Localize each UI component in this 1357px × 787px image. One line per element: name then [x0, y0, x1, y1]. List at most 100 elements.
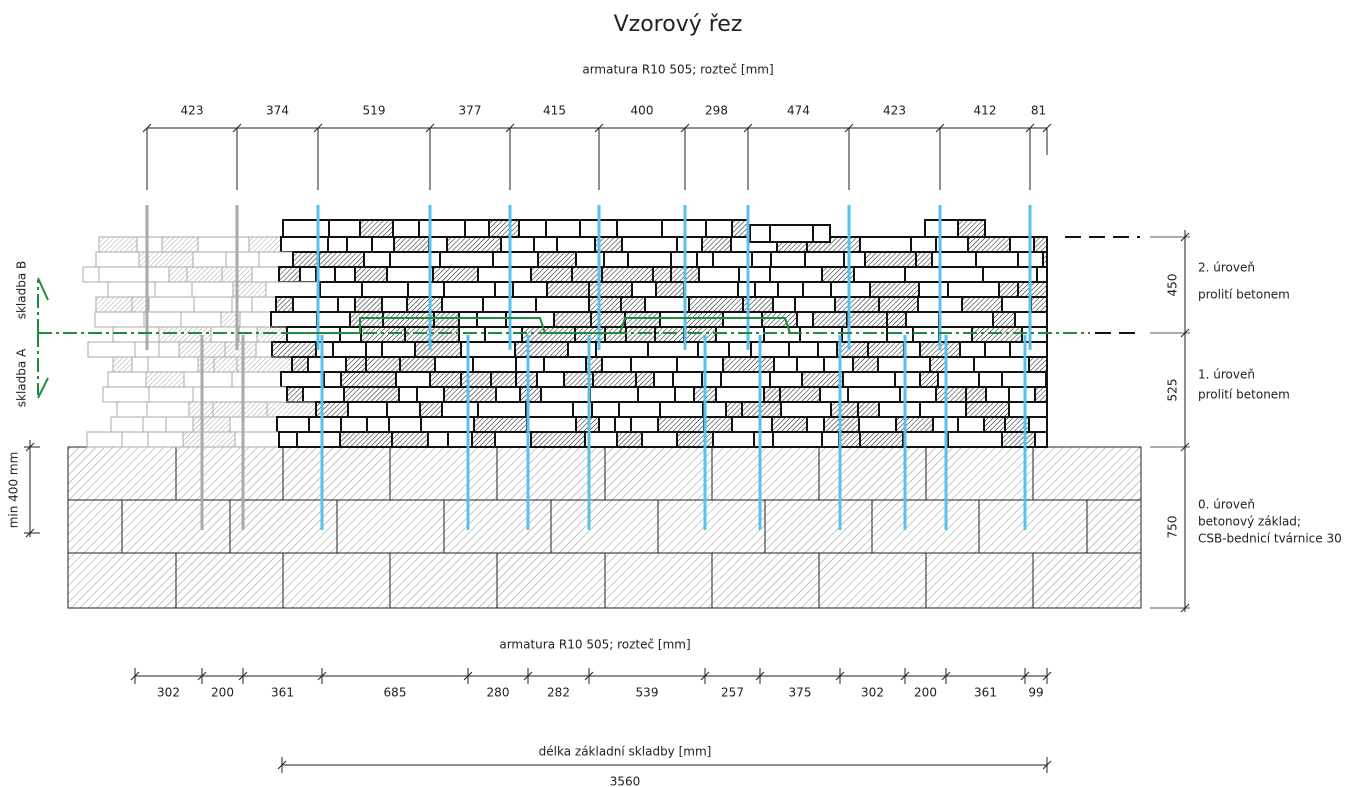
dimension-label: 539: [636, 686, 659, 700]
brick: [516, 357, 544, 372]
brick: [713, 252, 752, 267]
brick: [366, 342, 382, 357]
brick: [920, 402, 966, 417]
brick: [599, 417, 615, 432]
brick: [905, 267, 940, 282]
brick: [966, 402, 1009, 417]
brick: [252, 267, 279, 282]
brick: [916, 252, 932, 267]
brick: [958, 417, 984, 432]
brick: [1009, 387, 1035, 402]
brick: [985, 342, 1010, 357]
brick: [677, 357, 723, 372]
brick: [143, 417, 166, 432]
brick: [972, 327, 1022, 342]
brick: [187, 267, 222, 282]
brick: [592, 402, 619, 417]
brick: [166, 417, 193, 432]
brick: [936, 387, 966, 402]
brick: [773, 297, 795, 312]
brick: [348, 402, 387, 417]
brick: [920, 372, 938, 387]
brick: [903, 432, 948, 447]
brick: [132, 357, 148, 372]
brick: [279, 267, 300, 282]
dimension-label: 200: [914, 686, 937, 700]
brick: [1035, 432, 1047, 447]
brick: [615, 417, 631, 432]
brick: [495, 432, 531, 447]
brick: [593, 372, 636, 387]
brick: [225, 342, 256, 357]
brick: [1031, 297, 1047, 312]
brick: [366, 357, 400, 372]
brick: [148, 267, 169, 282]
brick: [750, 225, 770, 242]
brick: [501, 237, 534, 252]
brick: [919, 282, 948, 297]
brick: [764, 327, 800, 342]
brick: [930, 357, 946, 372]
brick: [906, 312, 939, 327]
dimension-label: 400: [631, 104, 654, 118]
brick: [83, 267, 99, 282]
brick: [491, 372, 516, 387]
brick: [320, 282, 362, 297]
brick: [771, 252, 805, 267]
brick: [531, 432, 585, 447]
brick: [396, 372, 430, 387]
brick: [519, 220, 546, 237]
dimension-label: 375: [789, 686, 812, 700]
brick: [148, 432, 183, 447]
brick: [355, 267, 387, 282]
dimension-label: 412: [974, 104, 997, 118]
brick: [192, 282, 233, 297]
dimension-label: 257: [721, 686, 744, 700]
brick: [797, 357, 824, 372]
brick: [405, 327, 430, 342]
brick: [350, 312, 383, 327]
brick: [946, 357, 974, 372]
brick: [252, 297, 276, 312]
dimension-label: 280: [487, 686, 510, 700]
brick: [159, 342, 179, 357]
level-description: betonový základ;: [1198, 515, 1301, 529]
brick: [394, 237, 429, 252]
brick: [660, 312, 685, 327]
brick: [340, 327, 361, 342]
brick: [617, 220, 662, 237]
brick: [383, 312, 434, 327]
brick: [447, 237, 501, 252]
brick: [751, 342, 789, 357]
brick: [155, 282, 192, 297]
brick: [230, 417, 277, 432]
brick: [698, 342, 729, 357]
brick: [870, 282, 919, 297]
brick: [271, 312, 317, 327]
brick: [913, 327, 939, 342]
dimension-label: 200: [211, 686, 234, 700]
brick: [732, 417, 772, 432]
brick: [324, 372, 341, 387]
brick: [266, 282, 320, 297]
brick: [417, 387, 444, 402]
brick: [181, 312, 221, 327]
brick: [716, 327, 764, 342]
brick: [831, 402, 858, 417]
brick: [226, 252, 259, 267]
brick: [839, 432, 860, 447]
level-height: 525: [1166, 379, 1180, 402]
brick: [807, 417, 824, 432]
brick: [117, 402, 147, 417]
brick: [88, 342, 135, 357]
brick: [527, 417, 576, 432]
brick: [648, 342, 698, 357]
dimension-label: 99: [1028, 686, 1043, 700]
brick: [382, 297, 407, 312]
level-name: 2. úroveň: [1198, 261, 1255, 275]
length-value: 3560: [610, 775, 641, 787]
brick: [780, 387, 820, 402]
brick: [169, 267, 187, 282]
brick: [478, 267, 531, 282]
brick: [547, 282, 589, 297]
